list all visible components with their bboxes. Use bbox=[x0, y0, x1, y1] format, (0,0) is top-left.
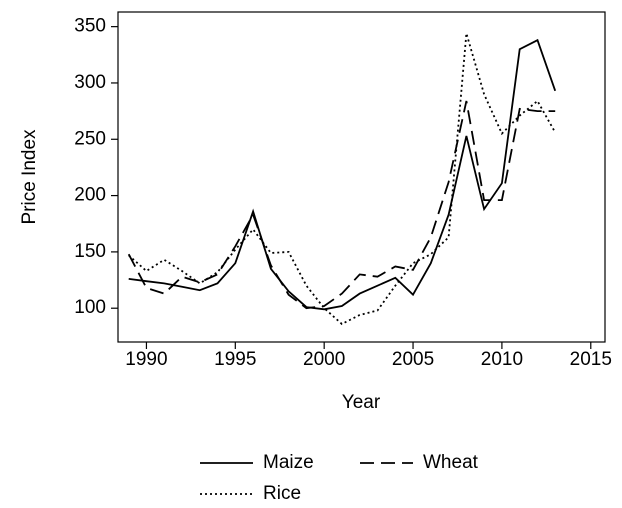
series-line bbox=[128, 33, 556, 326]
plot-frame bbox=[117, 11, 606, 343]
x-tick-label: 2000 bbox=[303, 349, 345, 370]
series-line bbox=[128, 38, 557, 311]
x-tick-label: 2005 bbox=[392, 349, 434, 370]
legend-label: Wheat bbox=[423, 452, 479, 473]
x-tick-label: 2015 bbox=[570, 349, 612, 370]
x-axis-title: Year bbox=[342, 392, 381, 413]
series-line bbox=[127, 100, 556, 310]
y-axis-title: Price Index bbox=[19, 129, 40, 225]
y-tick-label: 300 bbox=[74, 72, 106, 93]
x-tick-label: 1990 bbox=[125, 349, 167, 370]
y-tick-label: 250 bbox=[74, 128, 106, 149]
y-tick-label: 350 bbox=[74, 16, 106, 37]
y-tick-label: 100 bbox=[74, 297, 106, 318]
legend-label: Rice bbox=[263, 483, 301, 504]
y-tick-label: 200 bbox=[74, 185, 106, 206]
x-tick-label: 1995 bbox=[214, 349, 256, 370]
y-tick-label: 150 bbox=[74, 241, 106, 262]
legend-label: Maize bbox=[263, 452, 314, 473]
x-tick-label: 2010 bbox=[481, 349, 523, 370]
